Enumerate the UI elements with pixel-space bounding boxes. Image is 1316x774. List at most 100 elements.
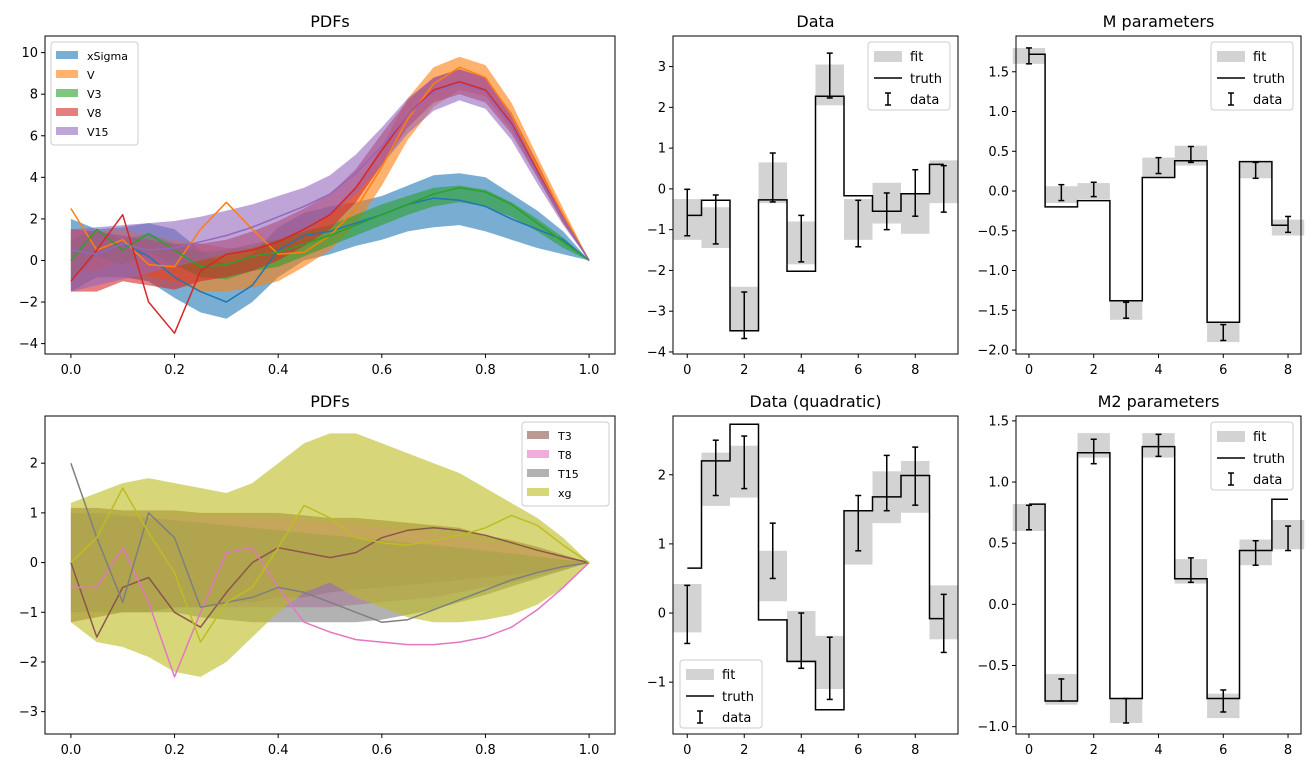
line-V15 (70, 83, 590, 261)
data-point (798, 612, 805, 670)
legend-swatch-xSigma (56, 51, 78, 59)
y-tick-label: 0 (30, 254, 38, 269)
y-tick-label: 1.5 (988, 65, 1009, 80)
legend-swatch-V8 (56, 108, 78, 116)
data-point (1285, 215, 1292, 234)
line-V8 (70, 80, 590, 334)
legend-swatch-T15 (527, 469, 549, 477)
truth-line (1029, 53, 1288, 323)
y-tick-label: 3 (658, 60, 666, 75)
y-tick-label: −0.5 (977, 659, 1009, 674)
y-tick-label: 1.0 (988, 105, 1009, 120)
truth-line (687, 95, 944, 332)
legend-label-V: V (87, 69, 95, 82)
legend-label-V15: V15 (87, 126, 109, 139)
data-point (1058, 183, 1065, 202)
y-tick-label: 0.0 (988, 185, 1009, 200)
y-tick-label: −1.0 (977, 720, 1009, 735)
data-point (1187, 145, 1194, 164)
x-tick-label: 6 (1219, 363, 1227, 378)
x-tick-label: 2 (740, 743, 748, 758)
data-point (1090, 181, 1097, 198)
legend-label-data: data (722, 711, 751, 726)
x-tick-label: 4 (1154, 363, 1162, 378)
data-point (1252, 161, 1259, 180)
data-point (1220, 323, 1227, 342)
y-tick-label: −0.5 (977, 224, 1009, 239)
y-tick-label: −1.5 (977, 304, 1009, 319)
x-tick-label: 8 (1284, 743, 1292, 758)
axes-frame (44, 35, 616, 355)
band-xg (70, 433, 590, 677)
legend-swatch-V (56, 70, 78, 78)
pdf-chart-3: PDFs 0.0 0.2 0.4 0.6 0.8 1.0 −3 −2 −1 0 1 2 T3 T8 T15 xg (19, 392, 616, 758)
data-point (1187, 557, 1194, 584)
legend-label-fit: fit (910, 50, 923, 65)
legend-swatch-fit (1217, 431, 1245, 442)
y-tick-label: 1 (30, 506, 38, 521)
data-point (855, 494, 862, 552)
y-tick-label: 2 (30, 457, 38, 472)
chart-title: PDFs (310, 392, 350, 411)
x-tick-label: 2 (1090, 363, 1098, 378)
y-tick-label: 2 (658, 468, 666, 483)
x-tick-label: 0.8 (475, 363, 496, 378)
legend-swatch-V3 (56, 89, 78, 97)
x-tick-label: 8 (911, 363, 919, 378)
legend: fit truth data (867, 41, 951, 111)
x-tick-label: 0.4 (268, 743, 289, 758)
y-tick-label: 8 (30, 88, 38, 103)
data-point (684, 188, 691, 237)
y-tick-label: 1 (658, 537, 666, 552)
x-tick-label: 4 (797, 363, 805, 378)
step-chart-5: M2 parameters 0 2 4 6 8 −1.0 −0.5 0.0 0.5 1.0 1.5 fi… (977, 392, 1305, 758)
y-tick-label: 10 (21, 46, 38, 61)
line-T8 (70, 546, 590, 678)
data-point (741, 435, 748, 490)
data-point (1123, 301, 1130, 319)
y-tick-label: 0 (658, 182, 666, 197)
x-tick-label: 4 (1154, 743, 1162, 758)
y-tick-label: 0.5 (988, 145, 1009, 160)
line-T3 (70, 527, 590, 638)
legend-label-xSigma: xSigma (87, 50, 128, 63)
legend: xSigma V V3 V8 V15 (50, 41, 139, 146)
y-tick-label: −1.0 (977, 264, 1009, 279)
legend-label-fit: fit (1253, 430, 1266, 445)
x-tick-label: 0 (683, 743, 691, 758)
data-point (883, 192, 890, 231)
x-tick-label: 0.4 (268, 363, 289, 378)
data-point (883, 454, 890, 512)
y-tick-label: −4 (19, 337, 38, 352)
y-tick-label: 0 (30, 556, 38, 571)
x-tick-label: 0.0 (61, 363, 82, 378)
line-V3 (70, 186, 590, 268)
legend: T3 T8 T15 xg (521, 421, 610, 507)
y-tick-label: 2 (658, 101, 666, 116)
y-tick-label: 0.5 (988, 537, 1009, 552)
y-tick-label: 2 (30, 212, 38, 227)
x-tick-label: 2 (740, 363, 748, 378)
x-tick-label: 0.0 (61, 743, 82, 758)
band-V15 (70, 69, 590, 292)
x-tick-label: 8 (1284, 363, 1292, 378)
y-tick-label: 4 (30, 171, 38, 186)
data-point (684, 584, 691, 645)
legend-label-truth: truth (910, 72, 942, 87)
x-tick-label: 6 (854, 363, 862, 378)
pdf-chart-0: PDFs 0.0 0.2 0.4 0.6 0.8 1.0 −4 −2 0 2 4 6 8 10 xSigma V… (19, 12, 616, 378)
step-chart-2: M parameters 0 2 4 6 8 −2.0 −1.5 −1.0 −0.5 0.0 0.5 1… (977, 12, 1305, 378)
y-tick-label: 6 (30, 129, 38, 144)
data-point (1155, 433, 1162, 458)
y-tick-label: 1 (658, 142, 666, 157)
data-point (826, 636, 833, 701)
data-point (1025, 504, 1032, 531)
axes-frame (44, 415, 616, 735)
data-point (1285, 525, 1292, 552)
axes-frame (672, 415, 959, 735)
y-tick-label: −3 (647, 305, 666, 320)
axes-frame (672, 35, 959, 355)
legend-label-truth: truth (1253, 452, 1285, 467)
x-tick-label: 1.0 (579, 363, 600, 378)
